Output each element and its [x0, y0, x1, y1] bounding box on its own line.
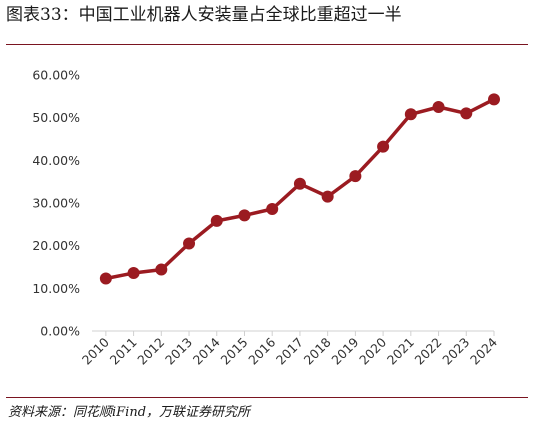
- x-tick-label: 2018: [301, 334, 334, 367]
- x-tick-label: 2010: [79, 334, 112, 367]
- y-axis: 0.00% 10.00% 20.00% 30.00% 40.00% 50.00% 60.00…: [32, 68, 80, 339]
- data-point: [155, 263, 168, 276]
- data-point: [127, 266, 140, 279]
- x-tick-label: 2022: [412, 335, 445, 368]
- title-divider: [6, 44, 528, 45]
- data-point: [377, 140, 390, 153]
- data-point: [238, 209, 251, 222]
- y-tick-label: 50.00%: [32, 110, 80, 125]
- x-tick-label: 2013: [162, 335, 195, 368]
- y-tick-label: 10.00%: [32, 281, 80, 296]
- source-note: 资料来源：同花顺iFind，万联证券研究所: [8, 405, 251, 420]
- data-point: [183, 237, 196, 250]
- x-tick-label: 2017: [273, 335, 306, 368]
- x-tick-label: 2023: [439, 335, 472, 368]
- x-tick-label: 2024: [467, 334, 500, 367]
- data-point: [99, 272, 112, 285]
- x-tick-label: 2020: [356, 334, 389, 367]
- x-tick-label: 2014: [190, 334, 223, 367]
- data-point: [293, 177, 306, 190]
- data-point: [432, 101, 445, 113]
- plot-area: [99, 93, 500, 285]
- data-point: [460, 107, 473, 120]
- footer-divider: [6, 397, 528, 398]
- y-tick-label: 0.00%: [40, 324, 80, 339]
- x-tick-label: 2011: [107, 335, 140, 368]
- x-tick-label: 2019: [328, 334, 361, 367]
- data-point: [321, 190, 334, 203]
- y-tick-label: 60.00%: [32, 68, 80, 83]
- data-point: [266, 202, 279, 215]
- data-point: [488, 93, 500, 106]
- y-tick-label: 30.00%: [32, 196, 80, 211]
- x-tick-label: 2016: [245, 334, 278, 367]
- y-tick-label: 20.00%: [32, 238, 80, 253]
- figure-title: 图表33：中国工业机器人安装量占全球比重超过一半: [6, 5, 402, 25]
- data-point: [210, 214, 223, 227]
- x-tick-label: 2012: [134, 335, 167, 368]
- data-point: [404, 108, 417, 121]
- x-tick-label: 2015: [218, 335, 251, 368]
- data-point: [349, 170, 362, 183]
- x-axis: 2010201120122013201420152016201720182019…: [79, 330, 500, 368]
- y-tick-label: 40.00%: [32, 153, 80, 168]
- x-tick-label: 2021: [384, 335, 417, 368]
